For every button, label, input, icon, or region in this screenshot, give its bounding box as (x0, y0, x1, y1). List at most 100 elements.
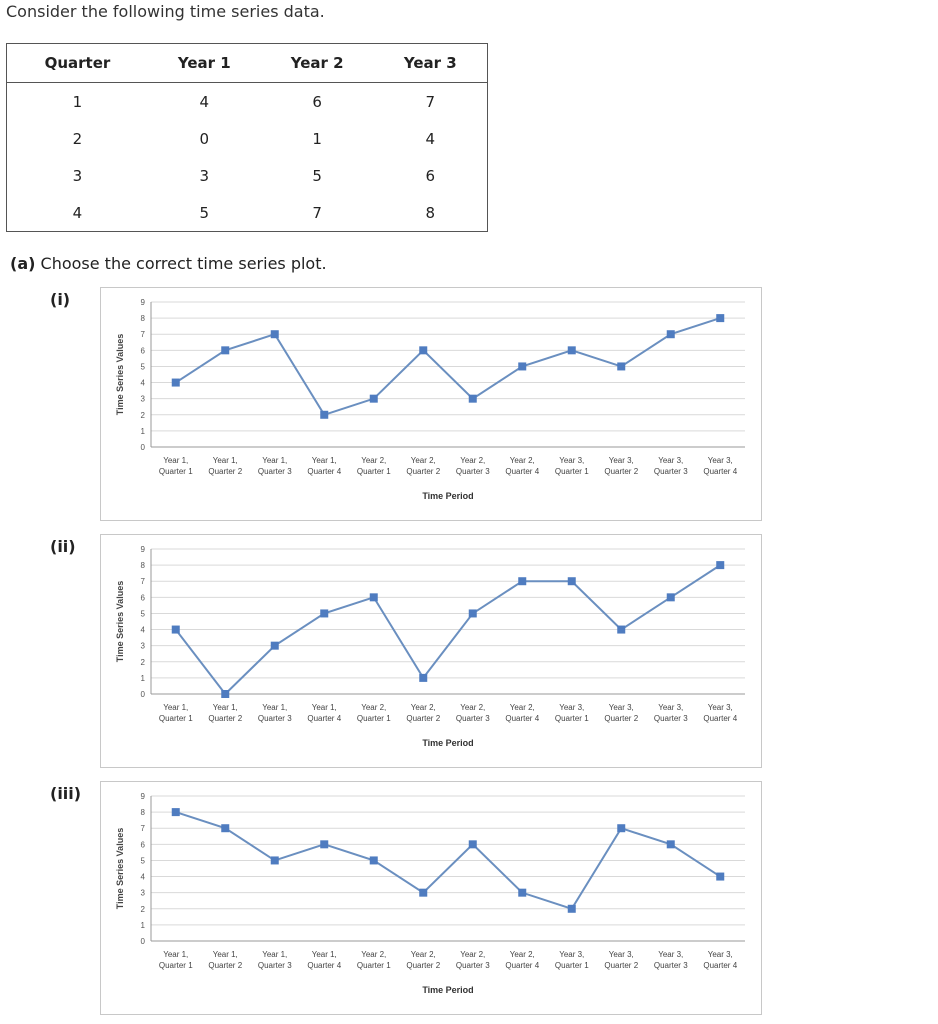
table-cell: 2 (72, 129, 83, 148)
data-point (518, 362, 527, 371)
chart-option-i: 0 1 2 3 4 5 6 7 8 9 Time Series Values Year 1, Quart… (100, 287, 762, 521)
y-tick-label: 3 (141, 642, 146, 651)
data-point (419, 346, 428, 355)
table-cell: 4 (72, 203, 83, 222)
y-tick-label: 4 (141, 626, 146, 635)
y-tick-label: 1 (141, 921, 146, 930)
option-ii-label[interactable]: (ii) (50, 537, 76, 556)
x-tick-label: Year 2, Quarter 1 (357, 456, 391, 476)
x-tick-label: Year 2, Quarter 4 (505, 703, 539, 723)
x-tick-label: Year 1, Quarter 3 (258, 456, 292, 476)
x-tick-label: Year 3, Quarter 1 (555, 703, 589, 723)
data-point (716, 314, 725, 323)
y-tick-label: 2 (141, 658, 146, 667)
option-iii-label[interactable]: (iii) (50, 784, 82, 803)
x-tick-label: Year 3, Quarter 1 (555, 950, 589, 970)
x-tick-label: Year 1, Quarter 1 (159, 950, 193, 970)
table-cell: 1 (72, 92, 83, 111)
x-axis-title: Time Period (422, 738, 473, 748)
header-year-3: Year 3 (373, 43, 488, 83)
y-axis-title: Time Series Values (115, 828, 125, 909)
data-point (171, 808, 180, 817)
y-tick-label: 5 (141, 856, 146, 865)
y-tick-label: 8 (141, 561, 146, 570)
y-tick-label: 7 (141, 330, 146, 339)
y-tick-label: 5 (141, 362, 146, 371)
data-point (666, 593, 675, 602)
x-tick-label: Year 1, Quarter 2 (208, 950, 242, 970)
y-axis-title: Time Series Values (115, 581, 125, 662)
x-tick-label: Year 3, Quarter 3 (654, 703, 688, 723)
x-tick-label: Year 1, Quarter 2 (208, 456, 242, 476)
y-tick-label: 0 (141, 443, 146, 452)
x-tick-label: Year 2, Quarter 2 (406, 456, 440, 476)
intro-text: Consider the following time series data. (6, 2, 325, 21)
table-cell: 3 (199, 166, 210, 185)
table-row: 4 5 7 8 (7, 194, 488, 232)
x-tick-label: Year 2, Quarter 4 (505, 950, 539, 970)
table-cell: 5 (312, 166, 322, 185)
part-a-prompt: (a) Choose the correct time series plot. (10, 254, 327, 273)
x-tick-label: Year 2, Quarter 1 (357, 950, 391, 970)
data-point (320, 840, 329, 849)
x-tick-label: Year 2, Quarter 2 (406, 950, 440, 970)
data-point (320, 410, 329, 419)
data-point (369, 856, 378, 865)
x-tick-label: Year 2, Quarter 3 (456, 703, 490, 723)
chart-svg-ii: 0 1 2 3 4 5 6 7 8 9 Time Series Values Year 1, Quart… (115, 545, 745, 748)
y-tick-label: 0 (141, 690, 146, 699)
y-tick-label: 4 (141, 379, 146, 388)
table-cell: 7 (425, 92, 436, 111)
y-tick-label: 6 (141, 346, 146, 355)
y-tick-label: 4 (141, 873, 146, 882)
data-point (617, 625, 626, 634)
y-tick-label: 3 (141, 395, 146, 404)
x-tick-label: Year 1, Quarter 4 (307, 703, 341, 723)
y-tick-label: 2 (141, 905, 146, 914)
data-point (419, 888, 428, 897)
x-tick-label: Year 2, Quarter 3 (456, 950, 490, 970)
y-axis-title: Time Series Values (115, 334, 125, 415)
header-quarter: Quarter (6, 43, 148, 83)
table-cell: 1 (312, 129, 322, 148)
data-point (171, 625, 180, 634)
series-line (175, 811, 721, 910)
data-point (221, 824, 230, 833)
x-tick-label: Year 3, Quarter 3 (654, 456, 688, 476)
data-point (567, 346, 576, 355)
data-point (171, 378, 180, 387)
y-tick-label: 9 (141, 298, 146, 307)
data-point (468, 840, 477, 849)
y-tick-label: 6 (141, 593, 146, 602)
series-line (175, 317, 721, 416)
x-tick-label: Year 3, Quarter 3 (654, 950, 688, 970)
option-i-label[interactable]: (i) (50, 290, 71, 309)
y-tick-label: 6 (141, 840, 146, 849)
x-tick-label: Year 1, Quarter 2 (208, 703, 242, 723)
y-tick-label: 9 (141, 792, 146, 801)
x-tick-label: Year 2, Quarter 4 (505, 456, 539, 476)
table-cell: 4 (425, 129, 436, 148)
chart-option-ii: 0 1 2 3 4 5 6 7 8 9 Time Series Values Year 1, Quart… (100, 534, 762, 768)
x-tick-label: Year 3, Quarter 2 (604, 950, 638, 970)
data-point (270, 641, 279, 650)
data-point (666, 840, 675, 849)
x-tick-label: Year 1, Quarter 3 (258, 950, 292, 970)
table-cell: 5 (199, 203, 210, 222)
y-tick-label: 8 (141, 314, 146, 323)
table-row: 1 4 6 7 (7, 83, 488, 121)
data-point (221, 690, 230, 698)
x-tick-label: Year 2, Quarter 3 (456, 456, 490, 476)
data-point (468, 394, 477, 403)
table-row: 2 0 1 4 (7, 120, 488, 157)
table-cell: 6 (425, 166, 436, 185)
y-tick-label: 1 (141, 674, 146, 683)
time-series-table: Quarter Year 1 Year 2 Year 3 1 4 6 7 2 0… (6, 43, 488, 232)
y-tick-label: 5 (141, 609, 146, 618)
y-tick-label: 0 (141, 937, 146, 946)
header-year-1: Year 1 (147, 43, 261, 83)
y-tick-label: 3 (141, 889, 146, 898)
data-point (518, 888, 527, 897)
x-tick-label: Year 3, Quarter 2 (604, 703, 638, 723)
x-tick-label: Year 3, Quarter 4 (703, 703, 737, 723)
